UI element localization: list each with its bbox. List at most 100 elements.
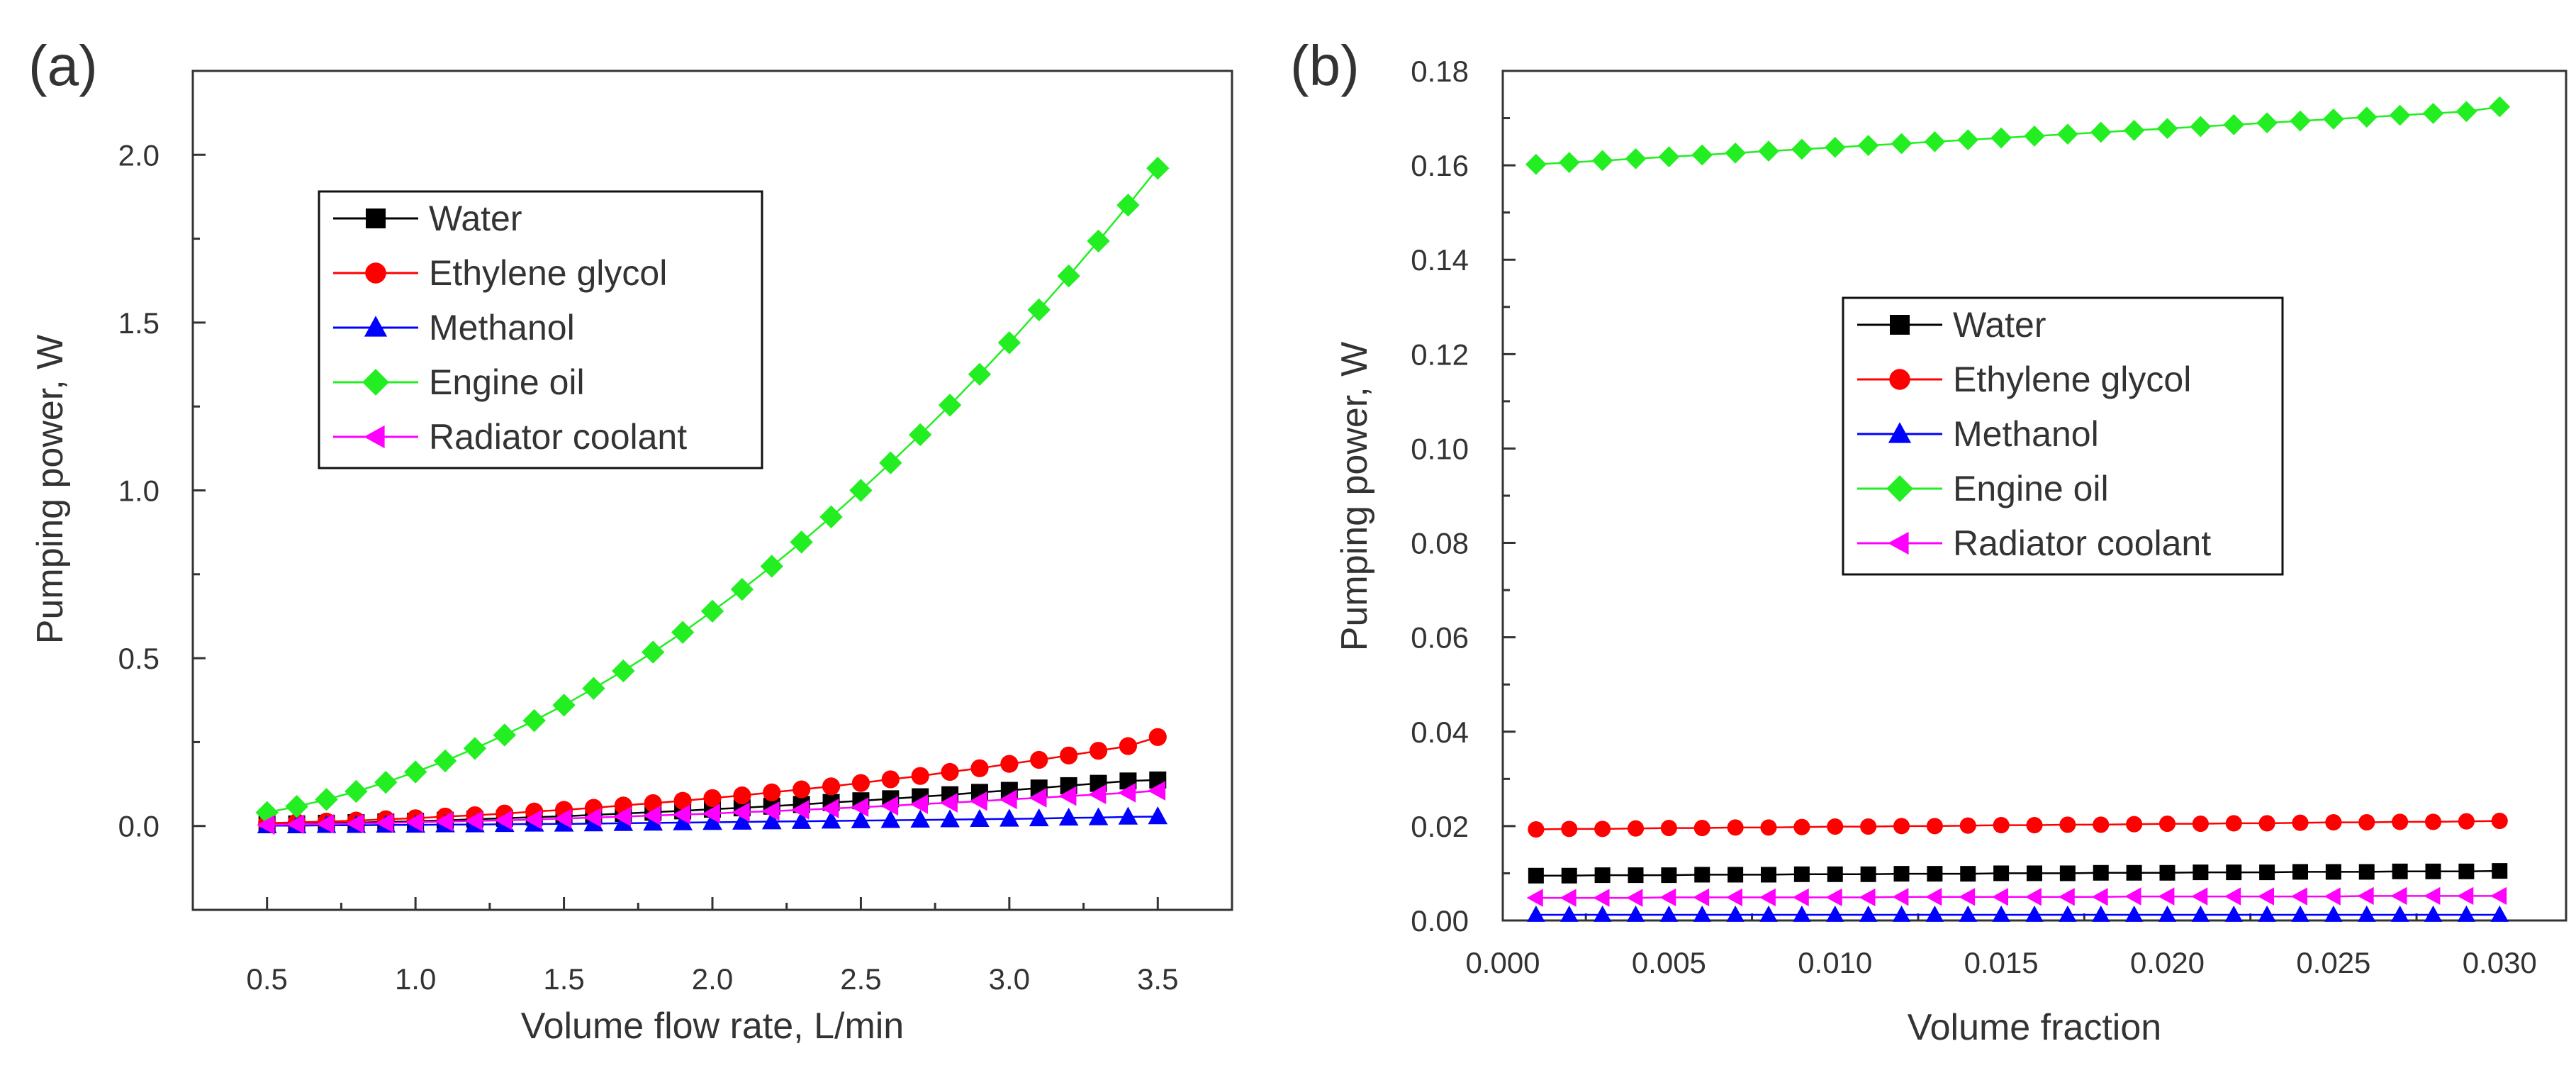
radiator-coolant-point [2257, 887, 2275, 906]
ethylene-glycol-point [1000, 755, 1019, 773]
x-tick-label: 0.030 [2463, 946, 2537, 979]
radiator-coolant-point [612, 806, 632, 827]
engine-oil-point [1891, 133, 1913, 155]
engine-oil-point [612, 659, 635, 683]
methanol-point [880, 810, 901, 828]
panel-a-series [255, 157, 1170, 835]
y-tick-label: 1.5 [118, 306, 159, 340]
ethylene-glycol-point [2358, 814, 2375, 831]
radiator-coolant-point [524, 809, 542, 830]
radiator-coolant-point [2290, 887, 2307, 906]
ethylene-glycol-point [2059, 816, 2076, 833]
engine-oil-point [433, 749, 457, 773]
radiator-coolant-point [2025, 888, 2042, 906]
water-point [2226, 864, 2242, 881]
water-point [1561, 867, 1577, 884]
panel-b-legend: Water Ethylene glycol Methanol Engine oil Ra… [1842, 296, 2284, 576]
legend-entry-ethylene-glycol: Ethylene glycol [333, 253, 667, 293]
methanol-point [910, 809, 930, 828]
y-tick-label: 0.0 [118, 810, 159, 843]
radiator-coolant-point [405, 812, 423, 833]
legend-label: Water [429, 199, 522, 238]
engine-oil-point [879, 451, 902, 474]
engine-oil-point [522, 708, 546, 733]
methanol-point [1118, 806, 1138, 825]
methanol-point [2158, 905, 2177, 922]
engine-oil-point [1558, 152, 1580, 173]
radiator-coolant-point [2357, 886, 2374, 906]
engine-oil-point [1691, 144, 1713, 166]
legend-label: Water [1953, 305, 2046, 345]
methanol-point [1088, 807, 1109, 825]
radiator-coolant-point [2191, 887, 2208, 906]
water-point [1793, 866, 1810, 882]
engine-oil-point [2455, 101, 2477, 123]
legend-marker [1886, 475, 1913, 502]
legend-entry-water: Water [1857, 305, 2046, 345]
radiator-coolant-point [1759, 888, 1776, 907]
methanol-point [1693, 905, 1711, 922]
engine-oil-point [1990, 127, 2012, 149]
ethylene-glycol-point [1959, 817, 1976, 834]
legend-entry-water: Water [333, 199, 522, 238]
legend-label: Methanol [1953, 414, 2099, 454]
radiator-coolant-point [1892, 888, 1909, 906]
ethylene-glycol-point [1119, 737, 1137, 755]
water-point [2159, 864, 2175, 881]
engine-oil-point [582, 677, 605, 700]
y-tick-label: 0.00 [1411, 904, 1469, 938]
water-point [2259, 864, 2275, 881]
engine-oil-point [345, 779, 368, 803]
radiator-coolant-point [286, 814, 305, 835]
panel-a: (a) 0.5 1.0 1.5 2.0 2.5 3.0 3.5 0.0 0.5 1.0 1.5 2.0… [28, 34, 1233, 1047]
water-point [2059, 865, 2076, 881]
legend-label: Engine oil [429, 362, 585, 402]
ethylene-glycol-point [703, 789, 722, 808]
methanol-point [1925, 905, 1944, 922]
radiator-coolant-point [1991, 888, 2009, 906]
water-point [2492, 863, 2508, 879]
radiator-coolant-point [999, 789, 1017, 810]
water-point [1761, 867, 1776, 883]
y-tick-label: 0.12 [1411, 338, 1469, 371]
ethylene-glycol-point [2225, 815, 2242, 832]
legend-entry-engine-oil: Engine oil [333, 362, 585, 402]
legend-marker [1889, 369, 1910, 390]
engine-oil-point [2356, 106, 2378, 128]
x-tick-label: 3.5 [1137, 962, 1178, 996]
water-point [2425, 863, 2441, 879]
ethylene-glycol-point [1760, 819, 1777, 836]
methanol-point [2424, 905, 2443, 922]
water-point [1661, 867, 1677, 884]
methanol-point [791, 811, 812, 829]
engine-oil-point [700, 599, 724, 623]
ethylene-glycol-point [1148, 728, 1167, 746]
methanol-point [702, 812, 722, 830]
x-tick-label: 2.5 [840, 962, 881, 996]
engine-oil-point [552, 694, 576, 717]
radiator-coolant-point [435, 811, 453, 832]
methanol-point [970, 808, 990, 828]
series-engine-oil [255, 157, 1170, 824]
radiator-coolant-point [2390, 886, 2407, 906]
radiator-coolant-point [1792, 888, 1809, 907]
methanol-point [1058, 807, 1079, 826]
y-tick-label: 0.08 [1411, 527, 1469, 560]
radiator-coolant-point [464, 811, 483, 831]
methanol-point [1593, 905, 1612, 922]
legend-label: Ethylene glycol [1953, 360, 2191, 399]
methanol-point [2092, 905, 2110, 922]
x-tick-label: 3.0 [989, 962, 1030, 996]
ethylene-glycol-point [970, 759, 989, 777]
panel-a-x-axis-title: Volume flow rate, L/min [521, 1006, 904, 1047]
engine-oil-point [790, 530, 813, 554]
ethylene-glycol-point [2026, 817, 2043, 834]
ethylene-glycol-point [1561, 821, 1578, 838]
methanol-point [673, 812, 693, 830]
y-tick-label: 0.04 [1411, 716, 1469, 749]
y-tick-label: 0.16 [1411, 149, 1469, 182]
engine-oil-point [1116, 194, 1140, 217]
panel-a-y-axis-title: Pumping power, W [30, 335, 71, 644]
engine-oil-point [671, 621, 695, 644]
